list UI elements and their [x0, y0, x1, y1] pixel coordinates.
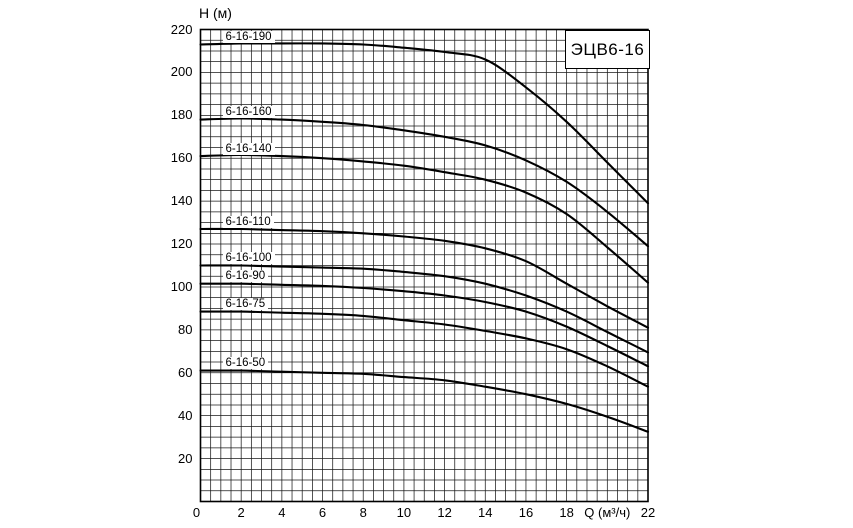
- x-axis-title: Q (м³/ч): [584, 505, 631, 520]
- curve-label-6-16-190: 6-16-190: [222, 31, 275, 44]
- y-tick-label: 220: [170, 21, 193, 37]
- pump-curve-6-16-190: [199, 42, 650, 205]
- pump-curve-6-16-50: [199, 369, 650, 433]
- x-tick-label: 2: [237, 505, 245, 520]
- x-tick-label: 8: [359, 505, 367, 520]
- y-tick-label: 60: [178, 364, 193, 380]
- x-tick-label: 10: [396, 505, 412, 520]
- x-tick-label: 0: [192, 505, 201, 520]
- pump-curve-6-16-160: [199, 117, 650, 248]
- y-tick-label: 160: [170, 150, 193, 166]
- curve-label-6-16-50: 6-16-50: [222, 357, 269, 370]
- x-tick-label: 18: [559, 505, 574, 520]
- x-tick-label: 12: [437, 505, 452, 520]
- y-tick-label: 80: [178, 321, 193, 337]
- y-axis-title: H (м): [199, 5, 232, 21]
- curve-label-6-16-160: 6-16-160: [222, 106, 275, 119]
- curve-label-6-16-110: 6-16-110: [222, 215, 274, 228]
- y-tick-label: 100: [170, 278, 193, 294]
- x-tick-label: 14: [478, 505, 493, 520]
- x-tick-label: 6: [318, 505, 327, 520]
- curve-label-6-16-90: 6-16-90: [222, 270, 269, 283]
- curve-label-6-16-100: 6-16-100: [222, 252, 275, 264]
- y-tick-label: 40: [178, 407, 193, 423]
- y-tick-label: 120: [170, 236, 193, 252]
- y-tick-label: 140: [170, 193, 193, 209]
- x-tick-label: 16: [518, 505, 534, 520]
- curve-label-6-16-140: 6-16-140: [222, 142, 275, 155]
- curve-label-6-16-75: 6-16-75: [222, 298, 269, 311]
- x-tick-label: 22: [640, 505, 656, 520]
- y-tick-label: 20: [178, 450, 193, 466]
- pump-curve-6-16-90: [199, 282, 650, 368]
- y-tick-label: 180: [170, 107, 193, 123]
- pump-curve-6-16-75: [199, 310, 650, 388]
- pump-curve-6-16-140: [199, 153, 650, 284]
- pump-curve-6-16-110: [199, 227, 650, 329]
- pump-curve-6-16-100: [199, 264, 650, 354]
- y-tick-label: 200: [170, 64, 193, 80]
- pump-model-badge: ЭЦВ6-16: [565, 30, 650, 69]
- x-tick-label: 4: [278, 505, 286, 520]
